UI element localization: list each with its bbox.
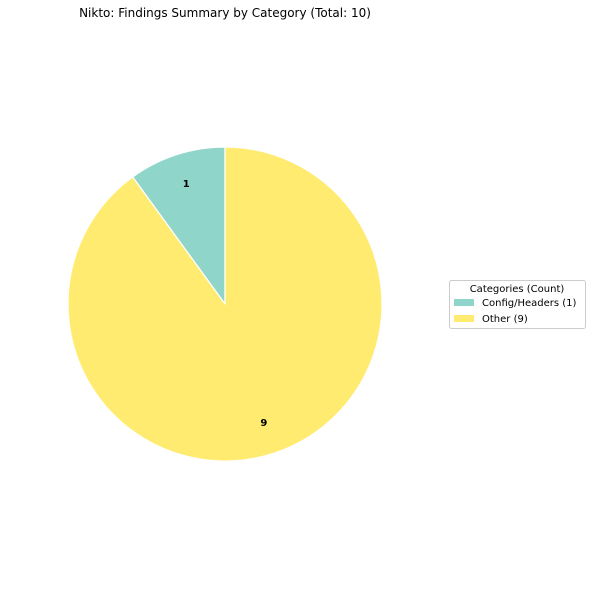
legend-swatch — [454, 315, 474, 322]
pie-slice-value-label: 1 — [183, 179, 190, 190]
legend-entries: Config/Headers (1) Other (9) — [454, 298, 577, 325]
pie-slice-labels: 19 — [183, 179, 268, 429]
legend-frame — [449, 280, 586, 329]
pie-slice-other — [67, 146, 383, 462]
legend-entry-label: Other (9) — [482, 314, 528, 325]
pie-slices — [67, 146, 383, 462]
pie-slice-config-headers — [132, 146, 226, 305]
legend-title: Categories (Count) — [470, 284, 565, 295]
legend-entry-label: Config/Headers (1) — [482, 298, 577, 309]
chart-title: Nikto: Findings Summary by Category (Tot… — [79, 6, 371, 20]
pie-slice-value-label: 9 — [260, 418, 267, 429]
legend: Categories (Count) Config/Headers (1) Oth… — [449, 280, 586, 329]
legend-swatch — [454, 299, 474, 306]
